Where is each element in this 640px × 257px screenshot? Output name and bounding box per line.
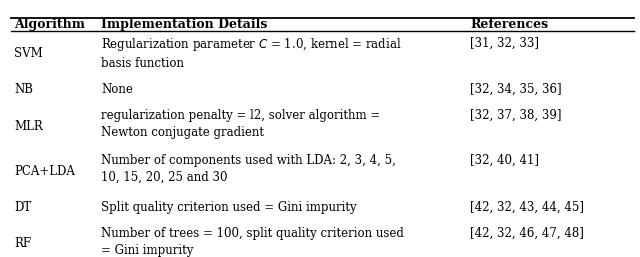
Text: SVM: SVM	[14, 47, 43, 60]
Text: Split quality criterion used = Gini impurity: Split quality criterion used = Gini impu…	[101, 201, 356, 214]
Text: [32, 34, 35, 36]: [32, 34, 35, 36]	[470, 83, 562, 96]
Text: DT: DT	[14, 201, 31, 214]
Text: [42, 32, 46, 47, 48]: [42, 32, 46, 47, 48]	[470, 227, 584, 240]
Text: regularization penalty = l2, solver algorithm =
Newton conjugate gradient: regularization penalty = l2, solver algo…	[101, 109, 380, 139]
Text: [42, 32, 43, 44, 45]: [42, 32, 43, 44, 45]	[470, 201, 584, 214]
Text: [31, 32, 33]: [31, 32, 33]	[470, 36, 540, 50]
Text: PCA+LDA: PCA+LDA	[14, 164, 75, 178]
Text: RF: RF	[14, 237, 31, 250]
Text: Algorithm: Algorithm	[14, 18, 85, 31]
Text: Regularization parameter $C$ = 1.0, kernel = radial
basis function: Regularization parameter $C$ = 1.0, kern…	[101, 36, 402, 70]
Text: [32, 40, 41]: [32, 40, 41]	[470, 154, 540, 167]
Text: Implementation Details: Implementation Details	[101, 18, 268, 31]
Text: Number of components used with LDA: 2, 3, 4, 5,
10, 15, 20, 25 and 30: Number of components used with LDA: 2, 3…	[101, 154, 396, 184]
Text: Number of trees = 100, split quality criterion used
= Gini impurity: Number of trees = 100, split quality cri…	[101, 227, 404, 257]
Text: [32, 37, 38, 39]: [32, 37, 38, 39]	[470, 109, 562, 122]
Text: NB: NB	[14, 83, 33, 96]
Text: None: None	[101, 83, 133, 96]
Text: MLR: MLR	[14, 120, 43, 133]
Text: References: References	[470, 18, 548, 31]
